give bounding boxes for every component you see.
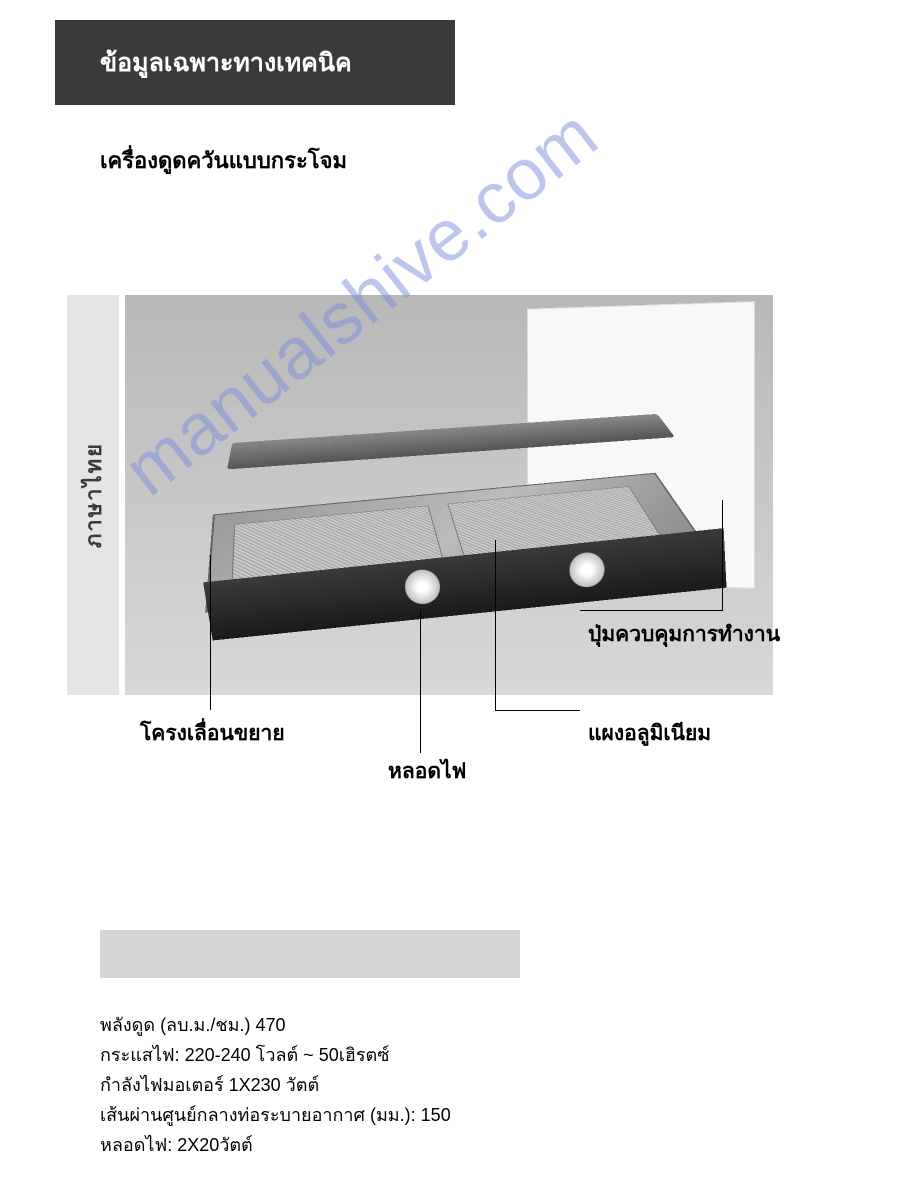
hood-top <box>227 414 675 470</box>
spec-lamp: หลอดไฟ: 2X20วัตต์ <box>100 1132 451 1160</box>
header-title: ข้อมูลเฉพาะทางเทคนิค <box>100 43 352 83</box>
subtitle: เครื่องดูดควันแบบกระโจม <box>100 143 347 178</box>
callout-line-frame-v <box>210 555 211 710</box>
callout-line-control-h <box>580 610 723 611</box>
spec-suction: พลังดูด (ลบ.ม./ชม.) 470 <box>100 1012 451 1040</box>
header-band: ข้อมูลเฉพาะทางเทคนิค <box>55 20 455 105</box>
lamp-left <box>403 568 442 606</box>
callout-line-aluminum-v <box>495 540 496 710</box>
label-frame: โครงเลื่อนขยาย <box>140 717 285 750</box>
grey-bar <box>100 930 520 978</box>
callout-line-aluminum-h <box>495 710 580 711</box>
spec-diameter: เส้นผ่านศูนย์กลางท่อระบายอากาศ (มม.): 15… <box>100 1102 451 1130</box>
spec-motor: กำลังไฟมอเตอร์ 1X230 วัตต์ <box>100 1072 451 1100</box>
sidebar-label: ภาษาไทย <box>67 295 119 695</box>
label-control: ปุ่มควบคุมการทำงาน <box>588 618 780 651</box>
sidebar-text: ภาษาไทย <box>76 442 111 548</box>
lamp-right <box>568 551 606 589</box>
callout-line-lamp-v <box>420 610 421 753</box>
hood-body <box>155 415 735 615</box>
specs-block: พลังดูด (ลบ.ม./ชม.) 470 กระแสไฟ: 220-240… <box>100 1012 451 1161</box>
spec-current: กระแสไฟ: 220-240 โวลต์ ~ 50เฮิรตซ์ <box>100 1042 451 1070</box>
label-lamp: หลอดไฟ <box>388 755 466 788</box>
callout-line-control-v <box>722 500 723 610</box>
label-aluminum: แผงอลูมิเนียม <box>588 717 711 750</box>
